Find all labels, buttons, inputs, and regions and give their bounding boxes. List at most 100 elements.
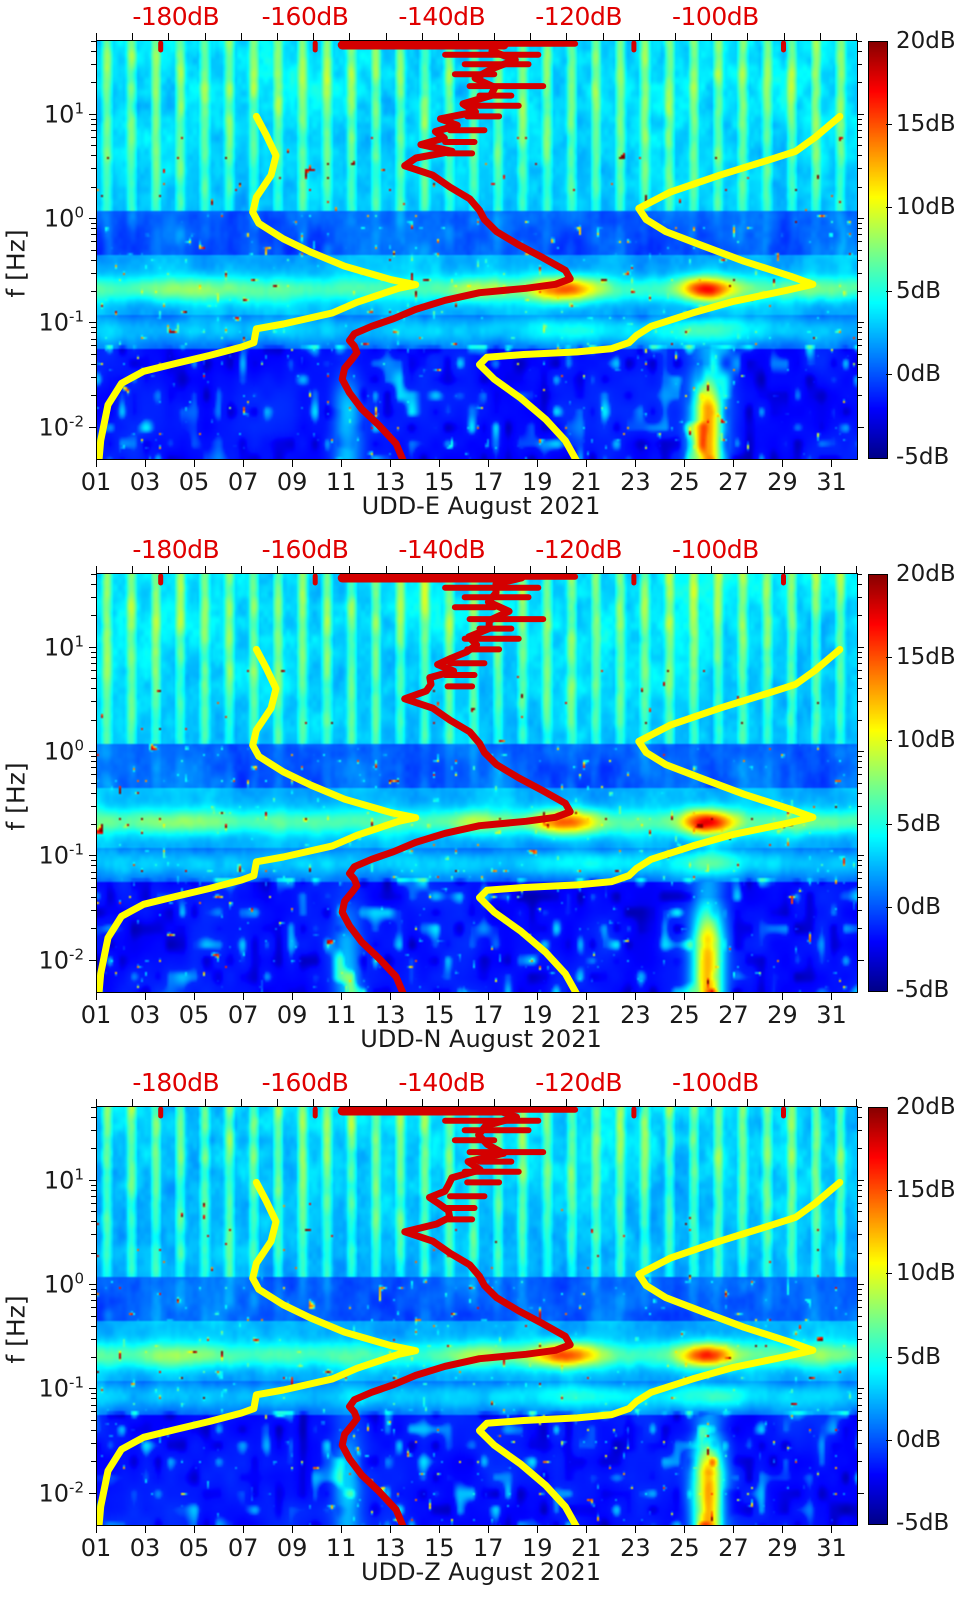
x-axis-tick-label: 07 (227, 468, 259, 496)
x-axis-tick-label: 11 (325, 1534, 357, 1562)
x-axis-tick-label: 01 (80, 1534, 112, 1562)
top-axis-db-label: -160dB (261, 535, 349, 564)
x-axis-tick-label: 05 (178, 1001, 210, 1029)
y-axis-major-tick (89, 218, 96, 220)
top-axis-tick (204, 33, 206, 42)
y-axis-right-tick (857, 855, 864, 857)
top-axis-tick (457, 1099, 459, 1108)
x-axis-tick (292, 992, 294, 1000)
y-axis-minor-tick (91, 118, 96, 120)
x-axis-tick-label: 27 (718, 468, 749, 496)
y-axis-right-tick (857, 1117, 862, 1119)
y-axis-right-tick (857, 241, 862, 243)
x-axis-tick-label: 25 (669, 1534, 700, 1562)
y-axis-minor-tick (91, 1393, 96, 1395)
y-axis-major-tick (89, 855, 96, 857)
y-axis-tick-label: 101 (43, 99, 84, 129)
y-axis-minor-tick (91, 896, 96, 898)
colorbar-tick (886, 1190, 892, 1192)
y-axis-minor-tick (91, 259, 96, 261)
y-axis-minor-tick (91, 82, 96, 84)
y-axis-right-tick (857, 651, 862, 653)
y-axis-minor-tick (91, 651, 96, 653)
x-axis-tick-label: 17 (472, 1534, 504, 1562)
x-axis-tick-label: 29 (767, 1534, 798, 1562)
y-axis-right-tick (857, 688, 862, 690)
top-axis-tick (819, 566, 821, 575)
x-axis-tick-label: 09 (276, 1001, 308, 1029)
y-axis-right-tick (857, 1307, 862, 1309)
y-axis-right-tick (857, 615, 862, 617)
y-axis-right-tick (857, 82, 862, 84)
y-axis-minor-tick (91, 145, 96, 147)
top-axis-tick (494, 33, 496, 42)
x-axis-tick (684, 459, 686, 467)
top-axis-tick (856, 566, 857, 575)
y-axis-minor-tick (91, 338, 96, 340)
x-axis-tick-label: 05 (178, 468, 210, 496)
y-axis-right-tick (857, 896, 862, 898)
y-axis-minor-tick (91, 1196, 96, 1198)
x-axis-tick-label: 09 (276, 468, 308, 496)
y-axis-right-tick (857, 1252, 862, 1254)
y-axis-right-tick (857, 1411, 862, 1413)
top-axis-db-label: -120dB (535, 2, 622, 31)
y-axis-right-tick (857, 136, 862, 138)
x-axis-tick (733, 992, 735, 1000)
y-axis-right-tick (857, 584, 862, 586)
x-axis-tick-label: 19 (522, 1001, 553, 1029)
top-axis-db-label: -120dB (535, 1068, 622, 1097)
y-axis-minor-tick (91, 1419, 96, 1421)
y-axis-right-tick (857, 1202, 862, 1204)
y-axis-right-tick (857, 1148, 862, 1150)
y-axis-right-tick (857, 345, 862, 347)
colorbar-tick-label: 20dB (896, 1094, 956, 1120)
colorbar-tick (886, 740, 892, 742)
y-axis-minor-tick (91, 130, 96, 132)
panel-title-udd-n: UDD-N August 2021 (360, 1025, 602, 1053)
x-axis-tick (782, 459, 784, 467)
top-axis-tick (385, 566, 387, 575)
x-axis-tick-label: 13 (374, 1001, 406, 1029)
x-axis-tick-label: 21 (571, 1534, 602, 1562)
top-axis-db-label: -100dB (672, 1068, 759, 1097)
y-axis-tick-label: 10-2 (38, 1478, 84, 1508)
y-axis-right-tick (857, 865, 862, 867)
x-axis-tick (341, 992, 343, 1000)
y-axis-minor-tick (91, 234, 96, 236)
y-axis-right-tick (857, 426, 864, 428)
y-axis-right-tick (857, 1294, 862, 1296)
y-axis-right-tick (857, 218, 864, 220)
y-axis-minor-tick (91, 1189, 96, 1191)
y-axis-minor-tick (91, 774, 96, 776)
y-axis-minor-tick (91, 272, 96, 274)
x-axis-tick-label: 29 (767, 468, 798, 496)
x-axis-tick (439, 1525, 441, 1533)
x-axis-tick-label: 11 (325, 468, 357, 496)
colorbar-tick-label: 15dB (896, 111, 956, 138)
y-axis-right-tick (857, 1492, 864, 1494)
x-axis-tick (390, 459, 392, 467)
top-axis-tick (276, 566, 278, 575)
y-axis-minor-tick (91, 395, 96, 397)
colorbar-tick (886, 657, 892, 659)
colorbar-tick (886, 373, 892, 375)
y-axis-minor-tick (91, 168, 96, 170)
y-axis-right-tick (857, 701, 862, 703)
x-axis-tick (684, 992, 686, 1000)
top-axis-tick (530, 33, 532, 42)
y-axis-minor-tick (91, 719, 96, 721)
panel-title-udd-e: UDD-E August 2021 (361, 492, 601, 520)
top-axis-tick (385, 1099, 387, 1108)
top-axis-tick (602, 33, 604, 42)
y-axis-right-tick (857, 1419, 862, 1421)
x-axis-tick (194, 992, 196, 1000)
x-axis-tick-label: 21 (571, 468, 602, 496)
top-axis-db-label: -120dB (535, 535, 622, 564)
x-axis-tick (390, 1525, 392, 1533)
top-axis-tick (313, 33, 315, 42)
colorbar-tick-label: 0dB (896, 360, 942, 387)
top-axis-tick (819, 33, 821, 42)
top-axis-tick (240, 1099, 242, 1108)
y-axis-right-tick (857, 1429, 862, 1431)
